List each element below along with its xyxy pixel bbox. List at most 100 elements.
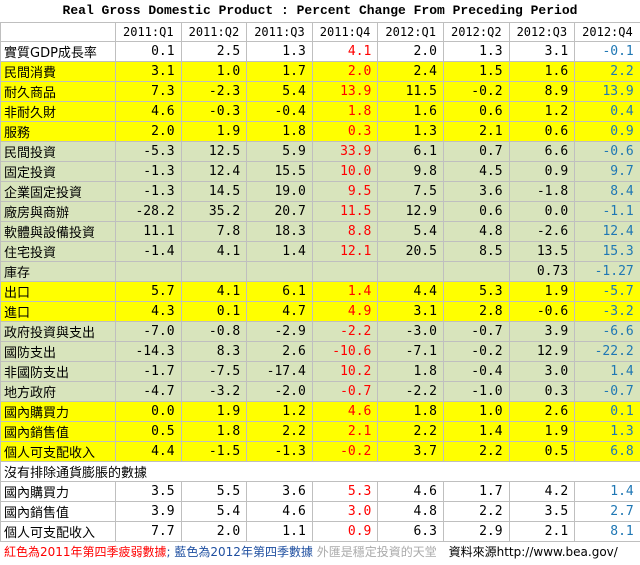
table-cell: 8.1: [574, 521, 640, 543]
table-cell: 1.9: [508, 281, 576, 303]
table-row: 實質GDP成長率 0.1 2.5 1.3 4.1 2.0 1.3 3.1 -0.1: [0, 41, 640, 63]
table-row: 沒有排除通貨膨脹的數據: [0, 461, 640, 483]
table-cell: 14.5: [180, 181, 248, 203]
table-cell: 2.0: [311, 61, 379, 83]
footer-note: 紅色為2011年第四季疲弱數據; 藍色為2012年第四季數據 外匯是穩定投資的天…: [0, 542, 640, 562]
table-cell: -14.3: [115, 341, 182, 363]
table-cell: 33.9: [311, 141, 379, 163]
table-cell: 2.1: [442, 121, 510, 143]
row-label: 地方政府: [0, 381, 116, 403]
table-cell: 2.1: [508, 521, 576, 543]
table-cell: -1.1: [574, 201, 640, 223]
table-cell: 1.7: [442, 481, 510, 503]
table-cell: [311, 261, 379, 283]
table-cell: 1.2: [246, 401, 313, 423]
table-cell: -10.6: [311, 341, 379, 363]
table-cell: -2.3: [180, 81, 248, 103]
table-row: 企業固定投資 -1.3 14.5 19.0 9.5 7.5 3.6 -1.8 8.4: [0, 181, 640, 203]
table-cell: 13.9: [311, 81, 379, 103]
table-cell: -7.5: [180, 361, 248, 383]
table-cell: 8.3: [180, 341, 248, 363]
table-cell: 10.0: [311, 161, 379, 183]
table-cell: 5.4: [377, 221, 444, 243]
table-cell: 0.3: [508, 381, 576, 403]
table-row: 個人可支配收入 7.7 2.0 1.1 0.9 6.3 2.9 2.1 8.1: [0, 521, 640, 543]
table-row: 國防支出 -14.3 8.3 2.6 -10.6 -7.1 -0.2 12.9 -22.2: [0, 341, 640, 363]
table-cell: 0.0: [508, 201, 576, 223]
table-cell: -17.4: [246, 361, 313, 383]
table-cell: 4.9: [311, 301, 379, 323]
column-header: 2012:Q1: [377, 21, 444, 43]
row-label: 國內銷售值: [0, 501, 116, 523]
table-cell: 3.1: [508, 41, 576, 63]
table-cell: 3.5: [508, 501, 576, 523]
table-cell: 4.2: [508, 481, 576, 503]
table-cell: 3.1: [115, 61, 182, 83]
table-body: 實質GDP成長率 0.1 2.5 1.3 4.1 2.0 1.3 3.1 -0.1 民間消費 3.1…: [0, 41, 640, 543]
row-label: 出口: [0, 281, 116, 303]
table-cell: 0.6: [442, 101, 510, 123]
table-cell: 2.4: [377, 61, 444, 83]
gdp-table: 2011:Q1 2011:Q2 2011:Q3 2011:Q4 2012:Q1 …: [0, 21, 640, 543]
table-cell: -0.2: [311, 441, 379, 463]
table-cell: 0.5: [115, 421, 182, 443]
table-cell: -0.7: [311, 381, 379, 403]
table-cell: 2.1: [311, 421, 379, 443]
table-cell: 0.0: [115, 401, 182, 423]
table-cell: -2.0: [246, 381, 313, 403]
table-cell: 13.9: [574, 81, 640, 103]
table-cell: 1.4: [311, 281, 379, 303]
table-row: 地方政府 -4.7 -3.2 -2.0 -0.7 -2.2 -1.0 0.3 -0.7: [0, 381, 640, 403]
table-cell: 0.6: [442, 201, 510, 223]
table-cell: 18.3: [246, 221, 313, 243]
row-label: 政府投資與支出: [0, 321, 116, 343]
table-cell: 5.5: [180, 481, 248, 503]
column-header: 2012:Q2: [442, 21, 510, 43]
table-cell: 2.2: [246, 421, 313, 443]
table-row: 國內銷售值 0.5 1.8 2.2 2.1 2.2 1.4 1.9 1.3: [0, 421, 640, 443]
table-cell: 4.4: [115, 441, 182, 463]
table-cell: 15.5: [246, 161, 313, 183]
table-cell: 2.5: [180, 41, 248, 63]
table-cell: 4.5: [442, 161, 510, 183]
table-cell: 2.0: [180, 521, 248, 543]
column-header: 2011:Q4: [311, 21, 379, 43]
column-header: 2012:Q4: [574, 21, 640, 43]
footer-site-text: 外匯是穩定投資的天堂: [316, 545, 437, 560]
table-row: 國內購買力 3.5 5.5 3.6 5.3 4.6 1.7 4.2 1.4: [0, 481, 640, 503]
table-cell: -0.4: [246, 101, 313, 123]
row-label: 非耐久財: [0, 101, 116, 123]
table-cell: 2.7: [574, 501, 640, 523]
table-cell: 3.5: [115, 481, 182, 503]
table-cell: 20.7: [246, 201, 313, 223]
table-row: 軟體與設備投資 11.1 7.8 18.3 8.8 5.4 4.8 -2.6 12.4: [0, 221, 640, 243]
table-cell: 1.6: [377, 101, 444, 123]
table-cell: -2.2: [311, 321, 379, 343]
table-cell: 2.2: [574, 61, 640, 83]
table-cell: 3.0: [311, 501, 379, 523]
table-cell: -4.7: [115, 381, 182, 403]
row-label: 廠房與商辦: [0, 201, 116, 223]
table-cell: 1.3: [246, 41, 313, 63]
table-title: Real Gross Domestic Product : Percent Ch…: [62, 3, 578, 18]
table-cell: 3.1: [377, 301, 444, 323]
table-cell: 3.9: [508, 321, 576, 343]
row-label: 沒有排除通貨膨脹的數據: [0, 461, 640, 483]
row-label: 住宅投資: [0, 241, 116, 263]
table-cell: 0.6: [508, 121, 576, 143]
table-cell: 3.7: [377, 441, 444, 463]
table-cell: 3.9: [115, 501, 182, 523]
table-cell: 1.0: [442, 401, 510, 423]
table-cell: -7.0: [115, 321, 182, 343]
table-cell: 4.8: [442, 221, 510, 243]
table-cell: 4.3: [115, 301, 182, 323]
header-row: 2011:Q1 2011:Q2 2011:Q3 2011:Q4 2012:Q1 …: [0, 21, 640, 43]
column-header: 2011:Q3: [246, 21, 313, 43]
table-cell: 20.5: [377, 241, 444, 263]
table-row: 個人可支配收入 4.4 -1.5 -1.3 -0.2 3.7 2.2 0.5 6.8: [0, 441, 640, 463]
footer-source: 資料來源http://www.bea.gov/: [448, 545, 618, 560]
table-cell: 12.9: [508, 341, 576, 363]
table-cell: 19.0: [246, 181, 313, 203]
row-label: 服務: [0, 121, 116, 143]
table-cell: 0.1: [115, 41, 182, 63]
